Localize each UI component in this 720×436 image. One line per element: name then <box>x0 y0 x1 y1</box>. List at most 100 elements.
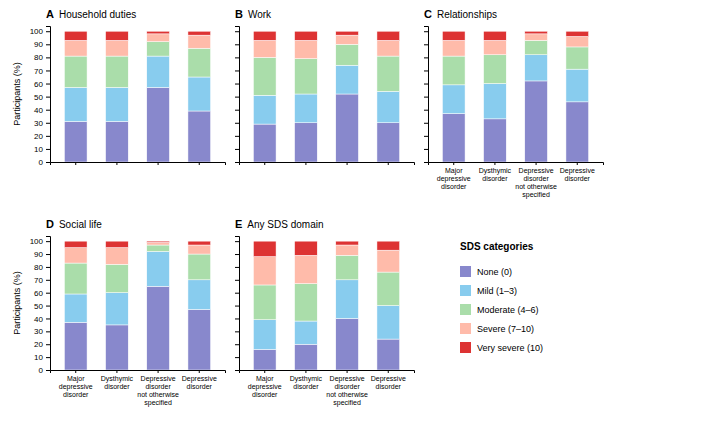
x-axis-line <box>240 371 415 374</box>
y-tick: 10 <box>34 145 50 154</box>
y-tick <box>424 149 428 150</box>
y-tick <box>235 318 239 319</box>
y-tick-label: 20 <box>34 132 43 141</box>
bar-segment <box>188 111 211 162</box>
y-tick-mark <box>235 84 239 85</box>
plot-area <box>442 31 588 162</box>
y-tick-label: 90 <box>34 250 43 259</box>
y-tick <box>235 254 239 255</box>
bar-segment <box>336 318 359 370</box>
y-tick-mark <box>46 97 50 98</box>
bar-segment <box>295 123 318 162</box>
y-tick <box>424 57 428 58</box>
y-tick <box>235 44 239 45</box>
panel-title: Any SDS domain <box>247 219 323 230</box>
panel-title: Work <box>248 9 272 20</box>
y-tick <box>235 84 239 85</box>
y-tick-mark <box>235 306 239 307</box>
legend-label: Mild (1–3) <box>477 286 517 296</box>
y-tick <box>235 306 239 307</box>
bar-segment <box>336 255 359 279</box>
bar-segment <box>525 31 548 34</box>
y-tick-mark <box>46 280 50 281</box>
bar-series <box>64 245 210 294</box>
x-tick-mark <box>305 162 306 165</box>
bar-segment <box>147 56 170 87</box>
bar-segment <box>566 47 589 69</box>
y-tick-mark <box>424 162 428 163</box>
x-tick <box>388 162 389 165</box>
legend-title: SDS categories <box>460 241 534 252</box>
y-tick: 10 <box>34 353 50 362</box>
y-tick <box>424 123 428 124</box>
y-tick <box>424 44 428 45</box>
panel-letter: E <box>235 218 242 230</box>
legend-item: Severe (7–10) <box>460 323 534 334</box>
bar-segment <box>106 31 129 40</box>
y-tick-mark <box>424 123 428 124</box>
y-tick <box>424 70 428 71</box>
y-tick: 60 <box>34 289 50 298</box>
y-tick: 0 <box>39 158 50 167</box>
bar-segment <box>253 40 276 57</box>
x-tick-mark <box>305 370 306 373</box>
bar-segment <box>106 56 129 87</box>
y-tick <box>235 57 239 58</box>
bar-segment <box>64 121 87 162</box>
bar-segment <box>253 285 276 320</box>
bar-segment <box>525 34 548 41</box>
bar-segment <box>336 44 359 65</box>
y-tick-mark <box>424 31 428 32</box>
bar-segment <box>295 284 318 321</box>
y-tick-label: 90 <box>34 40 43 49</box>
y-tick-label: 60 <box>34 80 43 89</box>
y-tick <box>235 241 239 242</box>
x-tick-mark <box>264 162 265 165</box>
y-tick <box>235 136 239 137</box>
x-tick-mark <box>388 162 389 165</box>
x-tick-label: Dysthymicdisorder <box>479 167 512 182</box>
y-tick: 30 <box>34 119 50 128</box>
y-tick <box>235 293 239 294</box>
y-tick-mark <box>46 123 50 124</box>
x-tick-mark <box>75 370 76 373</box>
y-tick-mark <box>235 31 239 32</box>
panel: 0102030405060708090100Participants (%)AH… <box>12 8 226 167</box>
y-tick-mark <box>46 306 50 307</box>
bar-segment <box>188 35 211 48</box>
y-tick-mark <box>46 110 50 111</box>
y-tick-mark <box>46 357 50 358</box>
y-tick <box>235 280 239 281</box>
x-tick: Dysthymicdisorder <box>290 370 323 390</box>
y-tick: 0 <box>39 366 50 375</box>
y-tick: 60 <box>34 80 50 89</box>
bar-segment <box>64 31 87 40</box>
y-tick-label: 40 <box>34 315 43 324</box>
legend-label: Severe (7–10) <box>477 324 534 334</box>
x-tick-mark <box>453 162 454 165</box>
y-tick-mark <box>235 97 239 98</box>
y-tick-label: 30 <box>34 327 43 336</box>
y-tick: 90 <box>34 250 50 259</box>
y-tick-mark <box>424 136 428 137</box>
y-tick: 80 <box>34 53 50 62</box>
legend-item: None (0) <box>460 266 512 277</box>
bar-series <box>253 241 399 256</box>
y-tick: 40 <box>34 106 50 115</box>
y-tick-mark <box>235 318 239 319</box>
bar-segment <box>295 94 318 123</box>
bar-segment <box>147 286 170 370</box>
bar-segment <box>336 31 359 35</box>
legend-label: Very severe (10) <box>477 343 543 353</box>
bar-segment <box>336 65 359 94</box>
y-tick-mark <box>424 57 428 58</box>
bar-segment <box>442 40 465 56</box>
bar-segment <box>377 91 400 122</box>
y-tick-mark <box>235 357 239 358</box>
legend-swatch <box>460 342 471 353</box>
y-tick-mark <box>235 241 239 242</box>
y-tick-label: 80 <box>34 53 43 62</box>
bar-segment <box>484 84 507 119</box>
y-tick-label: 70 <box>34 276 43 285</box>
y-tick-mark <box>235 370 239 371</box>
